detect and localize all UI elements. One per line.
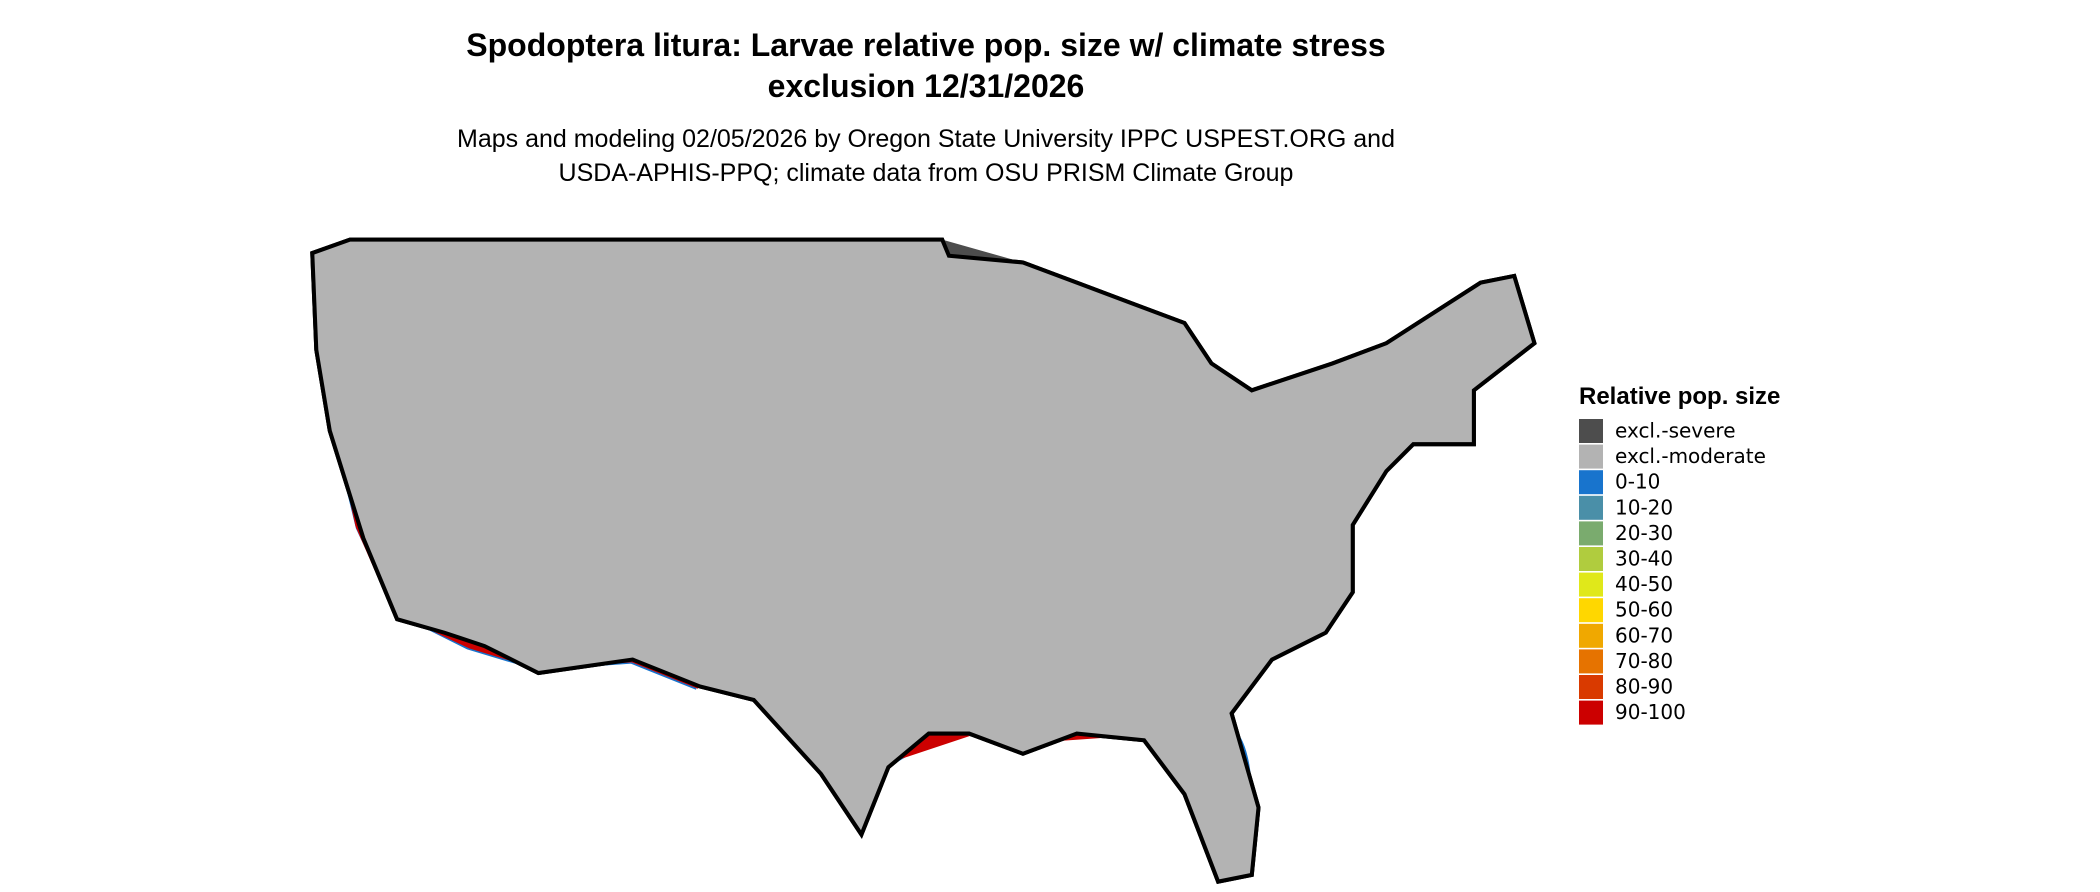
legend-swatch xyxy=(1579,495,1603,520)
legend-label: excl.-severe xyxy=(1615,419,1736,443)
legend-label: 90-100 xyxy=(1615,700,1686,724)
map xyxy=(310,237,1537,884)
legend-swatch xyxy=(1579,444,1603,469)
legend-label: excl.-moderate xyxy=(1615,444,1766,468)
subtitle: Maps and modeling 02/05/2026 by Oregon S… xyxy=(457,125,1395,153)
legend-label: 10-20 xyxy=(1615,495,1673,519)
title: Spodoptera litura: Larvae relative pop. … xyxy=(466,27,1385,63)
subtitle: USDA-APHIS-PPQ; climate data from OSU PR… xyxy=(559,159,1294,187)
legend-label: 30-40 xyxy=(1615,547,1673,571)
legend-swatch xyxy=(1579,419,1603,443)
legend-label: 80-90 xyxy=(1615,675,1673,699)
legend-label: 40-50 xyxy=(1615,572,1673,596)
legend-swatch xyxy=(1579,598,1603,623)
legend-title: Relative pop. size xyxy=(1579,383,1780,410)
legend-swatch xyxy=(1579,649,1603,674)
legend-label: 70-80 xyxy=(1615,649,1673,673)
legend-swatch xyxy=(1579,700,1603,725)
legend-swatch xyxy=(1579,547,1603,571)
legend-swatch xyxy=(1579,470,1603,495)
legend-swatch xyxy=(1579,572,1603,597)
legend-label: 50-60 xyxy=(1615,598,1673,622)
title: exclusion 12/31/2026 xyxy=(768,68,1085,104)
legend-label: 0-10 xyxy=(1615,470,1660,494)
legend-swatch xyxy=(1579,521,1603,546)
legend-label: 20-30 xyxy=(1615,521,1673,545)
legend-label: 60-70 xyxy=(1615,623,1673,647)
legend-swatch xyxy=(1579,675,1603,699)
legend-swatch xyxy=(1579,623,1603,648)
